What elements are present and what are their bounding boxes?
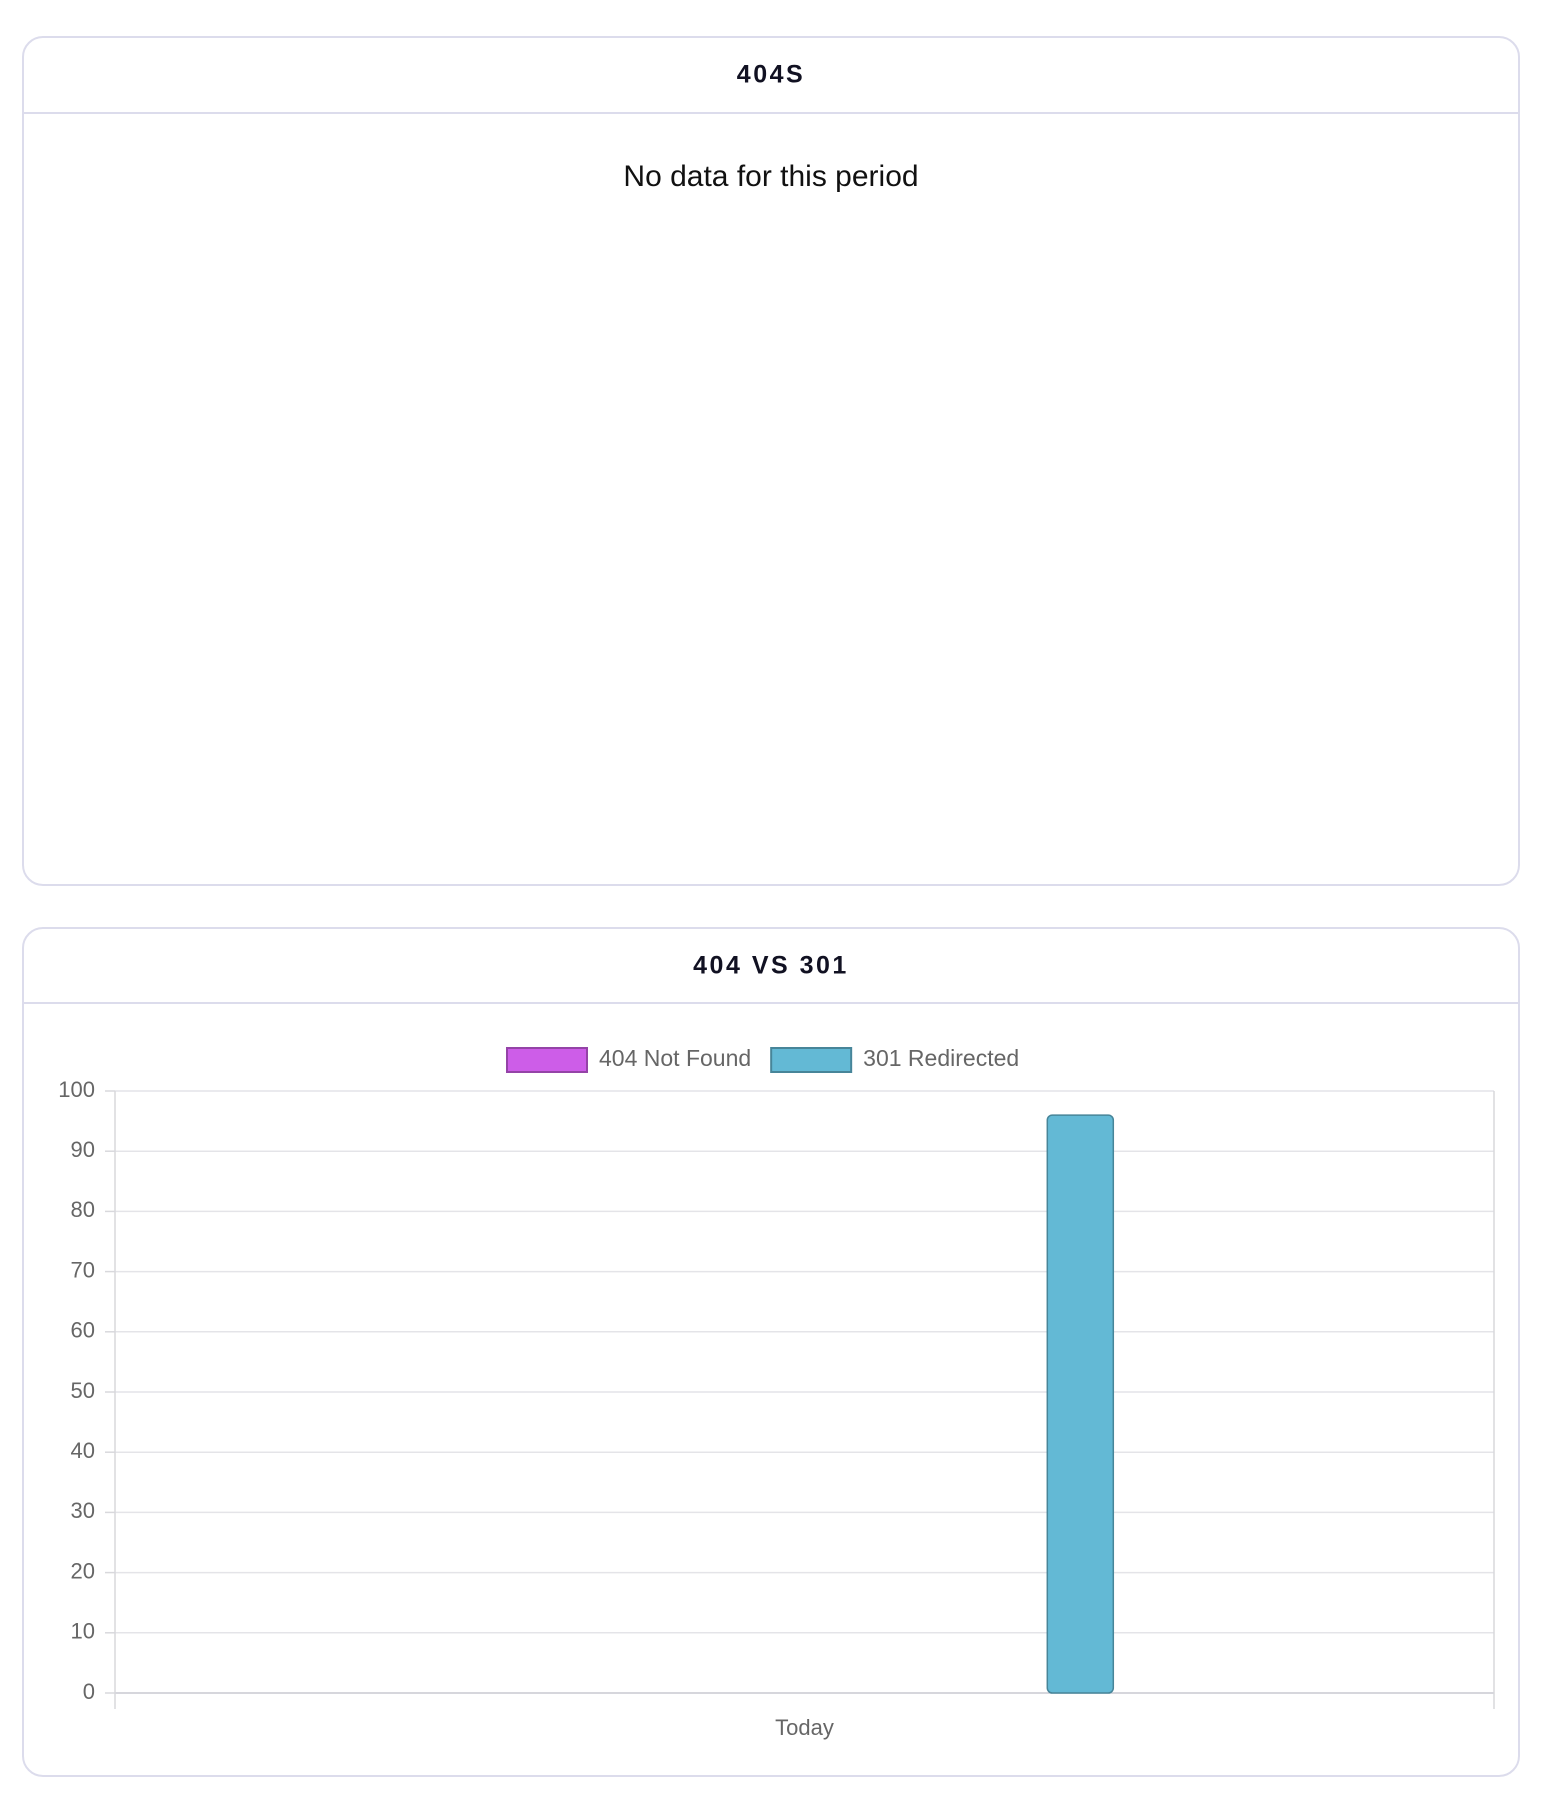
legend-swatch	[770, 1047, 853, 1073]
y-tick-label: 70	[71, 1257, 95, 1282]
card-title: 404S	[737, 61, 805, 89]
y-tick-label: 40	[71, 1438, 95, 1463]
y-tick-label: 60	[71, 1318, 95, 1343]
y-tick-label: 30	[71, 1498, 95, 1523]
x-tick-label: Today	[775, 1715, 834, 1740]
card	[22, 36, 1520, 886]
legend-label: 404 Not Found	[599, 1045, 751, 1071]
empty-message: No data for this period	[623, 160, 918, 193]
y-tick-label: 90	[71, 1137, 95, 1162]
card-title: 404 VS 301	[693, 952, 849, 980]
legend-label: 301 Redirected	[863, 1045, 1019, 1071]
y-tick-label: 80	[71, 1197, 95, 1222]
legend: 404 Not Found 301 Redirected	[506, 1045, 1019, 1073]
y-tick-label: 0	[83, 1679, 95, 1704]
bar	[1046, 1114, 1115, 1694]
card	[22, 927, 1520, 1777]
chart: 0 10 20 30 40 50 60 70 80 90 100 Today 404 Not Found…	[58, 1045, 1495, 1740]
y-tick-label: 50	[71, 1378, 95, 1403]
legend-swatch	[506, 1047, 588, 1073]
y-tick-label: 10	[71, 1619, 95, 1644]
y-tick-label: 20	[71, 1558, 95, 1583]
y-tick-label: 100	[58, 1077, 95, 1102]
